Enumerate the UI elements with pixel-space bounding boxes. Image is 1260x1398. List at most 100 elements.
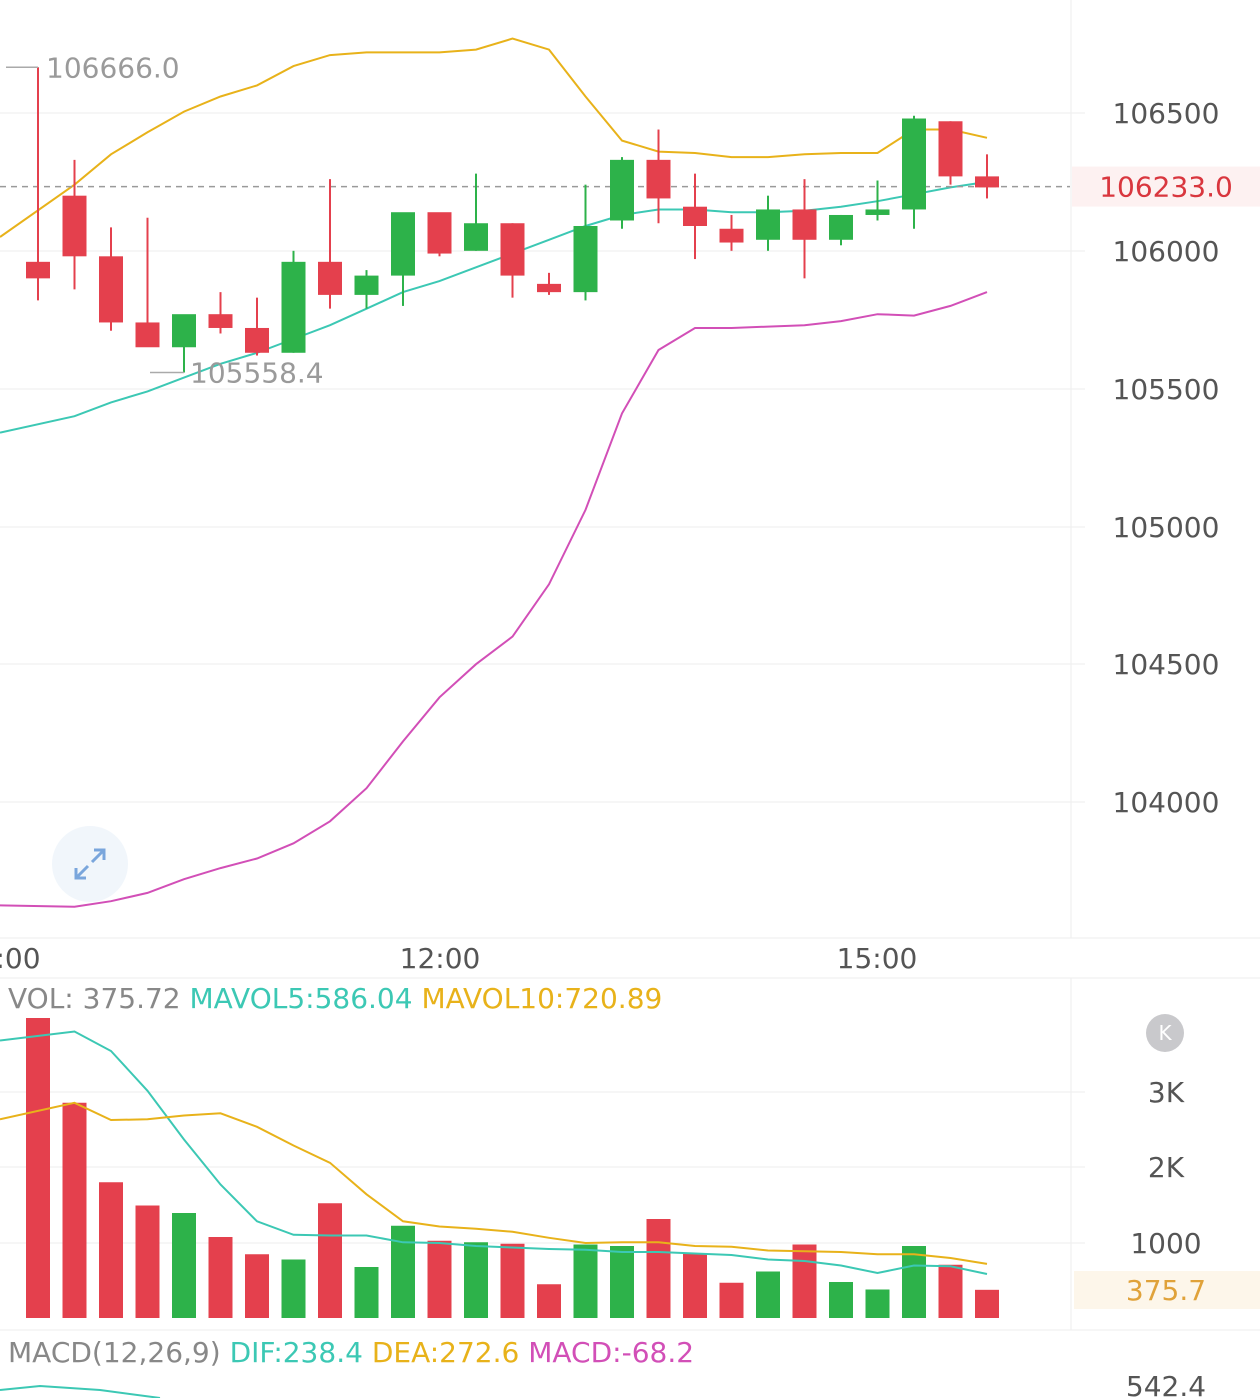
volume-bar	[792, 1244, 817, 1318]
price-tick-label: 105500	[1113, 373, 1220, 406]
volume-bar	[354, 1267, 379, 1318]
candle	[354, 270, 379, 309]
candle-body	[756, 209, 780, 240]
candle-body	[172, 314, 196, 348]
volume-bar	[646, 1219, 671, 1318]
volume-header: VOL: 375.72 MAVOL5:586.04 MAVOL10:720.89	[8, 982, 662, 1015]
candle	[391, 212, 415, 306]
candle	[537, 272, 561, 295]
price-tick-label: 104000	[1113, 786, 1220, 819]
volume-tick-label: 1000	[1130, 1227, 1201, 1260]
low-label: 105558.4	[190, 357, 324, 390]
candle	[683, 173, 707, 260]
candle-body	[62, 195, 87, 257]
macd-header: MACD(12,26,9) DIF:238.4 DEA:272.6 MACD:-…	[8, 1336, 694, 1369]
volume-bar	[500, 1243, 525, 1318]
volume-bar	[281, 1259, 306, 1318]
fullscreen-button[interactable]	[52, 826, 128, 902]
volume-bar	[427, 1240, 452, 1318]
dea-value: DEA:272.6	[372, 1336, 528, 1369]
candle	[865, 180, 890, 221]
current-price-label: 106233.0	[1099, 171, 1233, 204]
candle	[208, 292, 233, 334]
candle	[245, 297, 269, 356]
volume-bar	[902, 1246, 926, 1318]
candle	[610, 157, 634, 229]
candle-body	[281, 261, 306, 353]
candle	[99, 227, 123, 331]
mavol10-value: MAVOL10:720.89	[421, 982, 662, 1015]
candle	[646, 129, 671, 224]
candle	[938, 121, 963, 185]
candle	[792, 179, 817, 279]
dif-line	[0, 1384, 161, 1398]
mavol10-line	[0, 1101, 988, 1265]
candle	[902, 115, 926, 229]
band-line-lower	[0, 291, 988, 908]
candle	[318, 179, 342, 309]
volume-current-tag	[1074, 1271, 1260, 1309]
volume-bar	[573, 1244, 598, 1318]
candle-body	[573, 225, 598, 293]
mavol5-line	[0, 1030, 988, 1275]
time-tick-label: 12:00	[400, 942, 481, 975]
candle-body	[135, 322, 160, 348]
time-axis: :00 12:00 15:00	[0, 942, 917, 975]
mavol5-value: MAVOL5:586.04	[190, 982, 422, 1015]
time-tick-label: 15:00	[837, 942, 918, 975]
candle-body	[938, 121, 963, 177]
candle-body	[427, 212, 452, 254]
volume-bar	[208, 1237, 233, 1318]
candle	[829, 214, 853, 246]
volume-tick-label: 3K	[1148, 1076, 1185, 1109]
candle	[756, 195, 780, 251]
price-tick-label: 104500	[1113, 648, 1220, 681]
volume-bar	[829, 1282, 853, 1318]
kline-toggle-button[interactable]: K	[1146, 1014, 1184, 1052]
macd-axis-label: 542.4	[1126, 1370, 1206, 1398]
volume-bar	[537, 1284, 561, 1318]
candle	[975, 154, 999, 199]
macd-panel: MACD(12,26,9) DIF:238.4 DEA:272.6 MACD:-…	[0, 1336, 1206, 1398]
dif-value: DIF:238.4	[230, 1336, 372, 1369]
time-tick-label: :00	[0, 942, 41, 975]
candle-body	[683, 206, 707, 226]
volume-current-label: 375.7	[1126, 1274, 1206, 1307]
volume-bar	[318, 1203, 342, 1318]
candle	[26, 67, 50, 301]
volume-bar	[26, 1018, 50, 1318]
volume-bar	[610, 1246, 634, 1318]
volume-bar	[135, 1205, 160, 1318]
candle-body	[975, 176, 999, 188]
candlesticks: 106666.0 105558.4	[6, 51, 999, 390]
high-label: 106666.0	[46, 51, 180, 84]
price-axis: 106500 106000 105500 105000 104500 104000 1062…	[1072, 97, 1260, 819]
price-tick-label: 106000	[1113, 235, 1220, 268]
candle-body	[464, 223, 488, 251]
volume-bar	[975, 1289, 999, 1318]
volume-bar	[245, 1254, 269, 1318]
band-line-upper	[0, 37, 988, 238]
price-tick-label: 106500	[1113, 97, 1220, 130]
expand-icon	[74, 848, 106, 880]
macd-value: MACD:-68.2	[528, 1336, 694, 1369]
candle-body	[99, 256, 123, 323]
candle	[719, 214, 744, 251]
candle	[500, 223, 525, 298]
candle-body	[208, 314, 233, 328]
candle	[135, 217, 160, 348]
candle-body	[245, 327, 269, 353]
candle-body	[865, 209, 890, 215]
volume-bar	[719, 1282, 744, 1318]
grid-lines	[0, 0, 1260, 1331]
candle	[464, 173, 488, 251]
volume-bar	[756, 1271, 780, 1318]
current-price-tag	[1072, 166, 1260, 207]
candle-body	[318, 261, 342, 295]
candle	[281, 250, 306, 353]
candle	[172, 314, 196, 373]
candle-body	[646, 159, 671, 199]
volume-bar	[865, 1289, 890, 1318]
candle-body	[792, 209, 817, 240]
